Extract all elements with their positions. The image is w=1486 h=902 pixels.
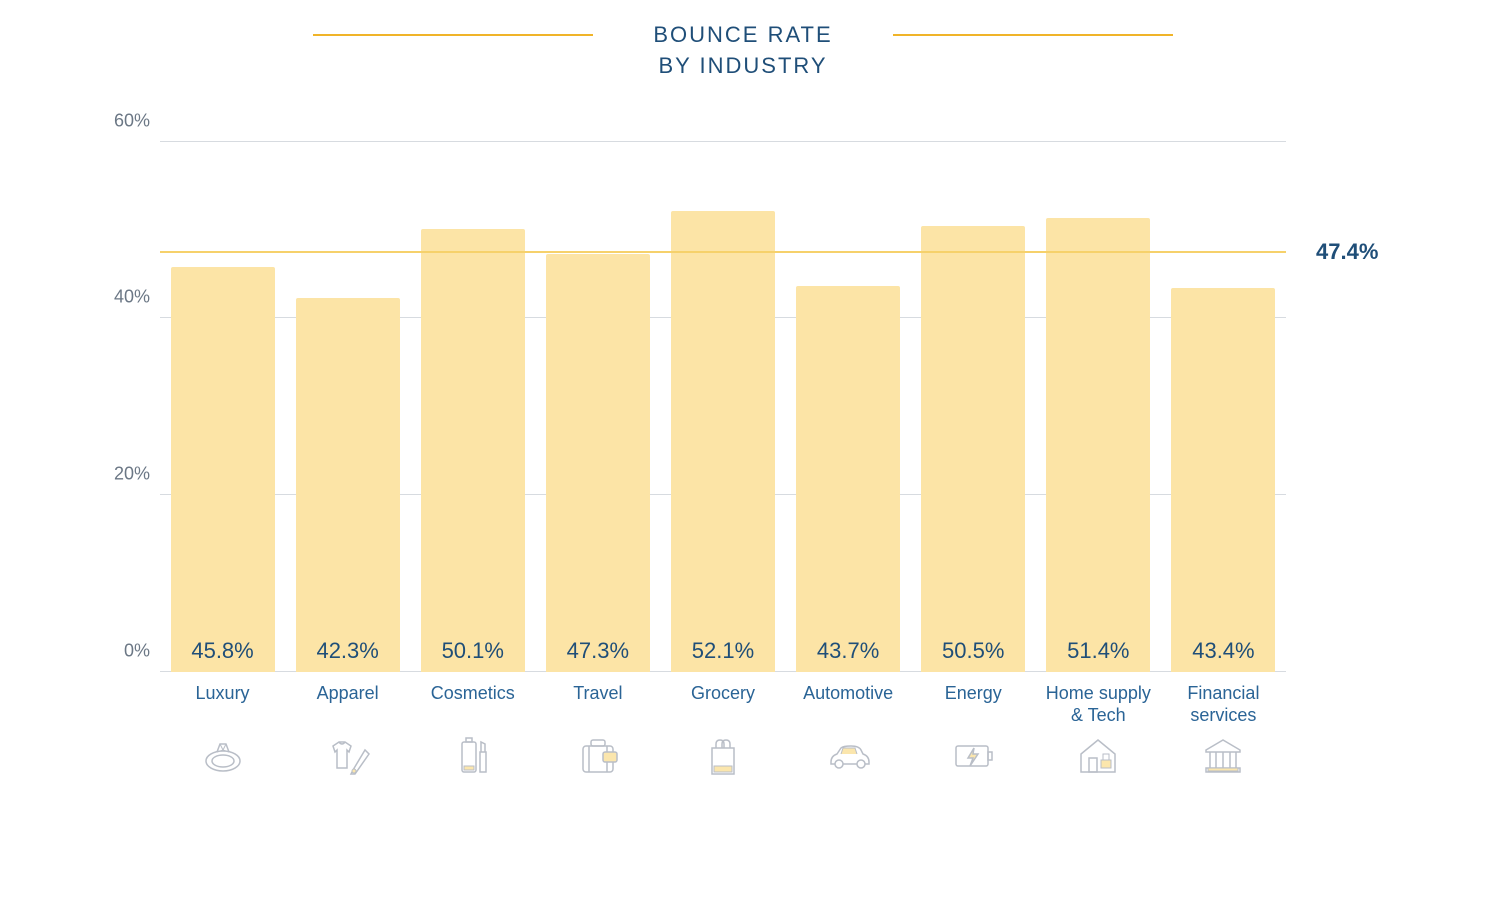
bar-value-label: 45.8% <box>171 638 275 664</box>
title-rule-left <box>313 34 593 36</box>
bar-value-label: 47.3% <box>546 638 650 664</box>
suitcase-icon <box>535 736 660 776</box>
x-axis-labels: LuxuryApparelCosmeticsTravelGroceryAutom… <box>160 682 1286 730</box>
x-axis-label: Home supply& Tech <box>1036 682 1161 730</box>
bar: 52.1% <box>671 211 775 671</box>
x-axis-label: Financialservices <box>1161 682 1286 730</box>
cosmetics-icon <box>410 736 535 776</box>
category-icons <box>160 736 1286 776</box>
y-tick-label: 60% <box>100 110 150 131</box>
bar: 42.3% <box>296 298 400 672</box>
bar-value-label: 50.1% <box>421 638 525 664</box>
x-axis-label: Luxury <box>160 682 285 730</box>
x-axis-label: Cosmetics <box>410 682 535 730</box>
chart-title: BOUNCE RATE BY INDUSTRY <box>653 20 832 82</box>
bar-value-label: 42.3% <box>296 638 400 664</box>
bars: 45.8% 42.3% 50.1% 47.3% 52.1% 43.7% 50.5% 51.4%… <box>160 142 1286 672</box>
bar-value-label: 50.5% <box>921 638 1025 664</box>
average-label: 47.4% <box>1316 239 1378 265</box>
x-axis-label: Travel <box>535 682 660 730</box>
bar-value-label: 52.1% <box>671 638 775 664</box>
y-tick-label: 0% <box>100 640 150 661</box>
bar: 45.8% <box>171 267 275 672</box>
bar: 51.4% <box>1046 218 1150 672</box>
bar-value-label: 51.4% <box>1046 638 1150 664</box>
x-axis-label: Grocery <box>660 682 785 730</box>
chart-title-line1: BOUNCE RATE <box>653 20 832 51</box>
ring-icon <box>160 736 285 776</box>
bar: 50.5% <box>921 226 1025 672</box>
apparel-icon <box>285 736 410 776</box>
bar-value-label: 43.7% <box>796 638 900 664</box>
bag-icon <box>660 736 785 776</box>
chart-title-line2: BY INDUSTRY <box>653 51 832 82</box>
bar-value-label: 43.4% <box>1171 638 1275 664</box>
car-icon <box>786 736 911 776</box>
bounce-rate-chart: 0%20%40%60%45.8%42.3%50.1%47.3%52.1%43.7… <box>100 142 1286 672</box>
chart-title-row: BOUNCE RATE BY INDUSTRY <box>40 20 1446 82</box>
bank-icon <box>1161 736 1286 776</box>
home-icon <box>1036 736 1161 776</box>
y-tick-label: 40% <box>100 287 150 308</box>
bar: 43.7% <box>796 286 900 672</box>
energy-icon <box>911 736 1036 776</box>
y-tick-label: 20% <box>100 463 150 484</box>
plot-area: 0%20%40%60%45.8%42.3%50.1%47.3%52.1%43.7… <box>160 142 1286 672</box>
average-line <box>160 251 1286 253</box>
bar: 47.3% <box>546 254 650 672</box>
title-rule-right <box>893 34 1173 36</box>
bar: 43.4% <box>1171 288 1275 671</box>
x-axis-label: Automotive <box>786 682 911 730</box>
bar: 50.1% <box>421 229 525 672</box>
x-axis-label: Energy <box>911 682 1036 730</box>
x-axis-label: Apparel <box>285 682 410 730</box>
